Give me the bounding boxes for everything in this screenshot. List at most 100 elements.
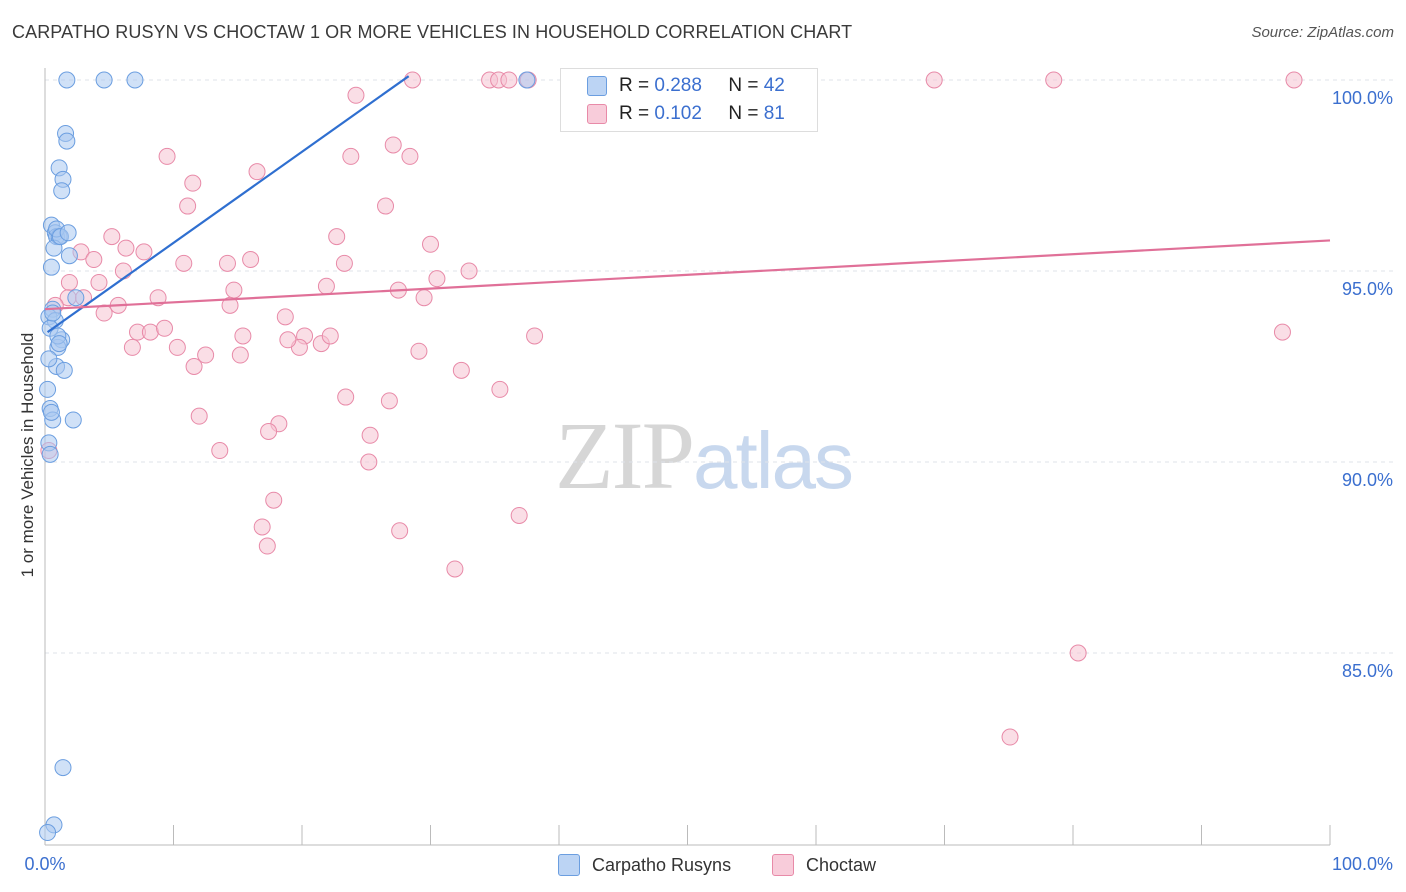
x-tick-label: 0.0% — [24, 854, 65, 874]
carpatho-rusyn-point — [50, 335, 68, 353]
choctaw-point — [360, 453, 378, 471]
choctaw-point — [428, 270, 446, 288]
choctaw-point — [175, 254, 193, 272]
y-tick-label: 95.0% — [1342, 279, 1393, 299]
legend-row-choctaw: R = 0.102 N = 81 — [587, 100, 785, 128]
choctaw-point — [1045, 71, 1063, 89]
choctaw-point — [335, 254, 353, 272]
y-tick-label: 90.0% — [1342, 470, 1393, 490]
choctaw-point — [380, 392, 398, 410]
carpatho-rusyn-point — [518, 71, 536, 89]
choctaw-point — [510, 506, 528, 524]
choctaw-point — [526, 327, 544, 345]
choctaw-point — [90, 273, 108, 291]
x-tick-label: 100.0% — [1332, 854, 1393, 874]
choctaw-point — [253, 518, 271, 536]
carpatho-rusyn-point — [55, 361, 73, 379]
bottom-legend-swatch-pink — [772, 854, 794, 876]
choctaw-point — [328, 228, 346, 246]
choctaw-point — [1001, 728, 1019, 746]
legend-n-value: 81 — [763, 103, 785, 124]
bottom-legend-choctaw: Choctaw — [772, 851, 876, 879]
choctaw-point — [85, 251, 103, 269]
legend-r-value: 0.102 — [654, 103, 702, 124]
carpatho-rusyn-point — [58, 132, 76, 150]
choctaw-point — [231, 346, 249, 364]
y-tick-label: 100.0% — [1332, 88, 1393, 108]
choctaw-point — [234, 327, 252, 345]
choctaw-point — [446, 560, 464, 578]
carpatho-rusyn-point — [95, 71, 113, 89]
legend-swatch-pink — [587, 104, 607, 124]
choctaw-point — [211, 442, 229, 460]
choctaw-point — [925, 71, 943, 89]
choctaw-point — [221, 296, 239, 314]
legend-swatch-blue — [587, 76, 607, 96]
choctaw-point — [391, 522, 409, 540]
correlation-legend: R = 0.288 N = 42 R = 0.102 N = 81 — [560, 68, 818, 132]
choctaw-point — [158, 147, 176, 165]
watermark: ZIPatlas — [555, 400, 854, 511]
legend-r-label: R = — [619, 103, 650, 124]
choctaw-point — [415, 289, 433, 307]
choctaw-point — [342, 147, 360, 165]
choctaw-point — [491, 380, 509, 398]
choctaw-point — [384, 136, 402, 154]
watermark-zip: ZIP — [555, 402, 695, 509]
carpatho-rusyn-point — [39, 824, 57, 842]
choctaw-point — [242, 251, 260, 269]
watermark-atlas: atlas — [693, 416, 854, 505]
carpatho-rusyn-point — [64, 411, 82, 429]
choctaw-point — [103, 228, 121, 246]
carpatho-rusyn-point — [59, 224, 77, 242]
choctaw-point — [377, 197, 395, 215]
choctaw-point — [168, 338, 186, 356]
choctaw-point — [179, 197, 197, 215]
bottom-legend-swatch-blue — [558, 854, 580, 876]
carpatho-rusyn-point — [42, 258, 60, 276]
legend-n-label: N = — [728, 75, 759, 96]
choctaw-point — [410, 342, 428, 360]
legend-r-value: 0.288 — [654, 75, 702, 96]
choctaw-point — [452, 361, 470, 379]
choctaw-point — [265, 491, 283, 509]
choctaw-point — [123, 338, 141, 356]
choctaw-point — [149, 289, 167, 307]
choctaw-point — [1069, 644, 1087, 662]
carpatho-rusyn-point — [42, 403, 60, 421]
choctaw-point — [401, 147, 419, 165]
choctaw-point — [321, 327, 339, 345]
choctaw-point — [404, 71, 422, 89]
choctaw-trend-line — [44, 239, 1331, 311]
carpatho-rusyn-point — [39, 380, 57, 398]
choctaw-point — [1285, 71, 1303, 89]
choctaw-point — [225, 281, 243, 299]
y-axis-label: 1 or more Vehicles in Household — [18, 332, 37, 578]
choctaw-point — [114, 262, 132, 280]
carpatho-rusyn-trend-line — [46, 75, 410, 334]
source-label: Source: ZipAtlas.com — [1251, 24, 1394, 41]
carpatho-rusyn-point — [60, 247, 78, 265]
carpatho-rusyn-point — [53, 182, 71, 200]
carpatho-rusyn-point — [40, 350, 58, 368]
choctaw-point — [60, 273, 78, 291]
carpatho-rusyn-point — [126, 71, 144, 89]
choctaw-point — [422, 235, 439, 253]
choctaw-point — [141, 323, 159, 341]
bottom-legend-label: Carpatho Rusyns — [592, 854, 732, 875]
choctaw-point — [337, 388, 355, 406]
legend-row-carpatho: R = 0.288 N = 42 — [587, 72, 785, 100]
choctaw-point — [190, 407, 208, 425]
carpatho-rusyn-point — [58, 71, 76, 89]
y-tick-label: 85.0% — [1342, 661, 1393, 681]
choctaw-point — [500, 71, 518, 89]
carpatho-rusyn-point — [67, 289, 85, 307]
carpatho-rusyn-point — [54, 759, 72, 777]
legend-n-value: 42 — [763, 75, 785, 96]
legend-n-label: N = — [728, 103, 759, 124]
choctaw-point — [218, 254, 236, 272]
choctaw-point — [248, 163, 266, 181]
choctaw-point — [317, 277, 335, 295]
legend-r-label: R = — [619, 75, 650, 96]
